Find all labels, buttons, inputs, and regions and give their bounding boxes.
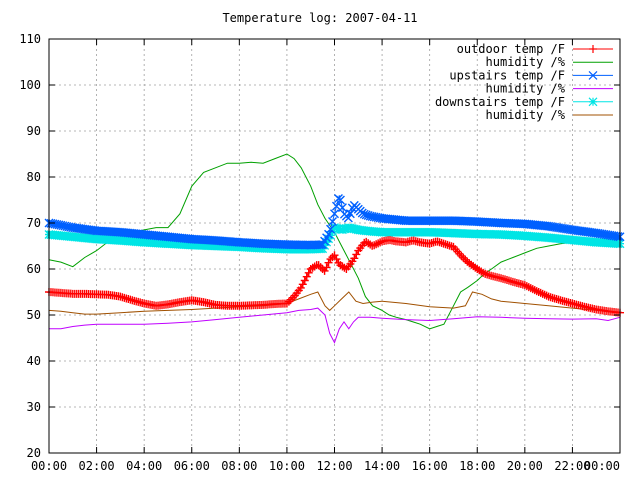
- x-tick-label: 08:00: [221, 459, 257, 473]
- series-line: [48, 153, 621, 330]
- legend-label: downstairs temp /F: [435, 95, 565, 109]
- y-tick-label: 60: [27, 262, 41, 276]
- series-line: [49, 307, 621, 344]
- x-tick-label: 00:00: [31, 459, 67, 473]
- y-tick-label: 90: [27, 124, 41, 138]
- x-tick-label: 02:00: [79, 459, 115, 473]
- x-tick-label: 16:00: [412, 459, 448, 473]
- x-tick-label: 10:00: [269, 459, 305, 473]
- legend-label: humidity /%: [486, 82, 566, 96]
- legend-marker: [589, 45, 597, 53]
- y-tick-label: 70: [27, 216, 41, 230]
- legend-label: humidity /%: [486, 108, 566, 122]
- series-1: [48, 153, 621, 330]
- legend-label: outdoor temp /F: [457, 42, 565, 56]
- x-tick-label: 18:00: [459, 459, 495, 473]
- y-tick-label: 110: [19, 32, 41, 46]
- x-tick-label: 00:00: [584, 459, 620, 473]
- axis-ticks: 20 30 40 50 60 70 80 90 100 110 00:00 02:00 04:00 06:…: [19, 32, 621, 473]
- y-tick-label: 40: [27, 354, 41, 368]
- x-tick-label: 22:00: [554, 459, 590, 473]
- x-tick-label: 06:00: [174, 459, 210, 473]
- x-tick-label: 14:00: [364, 459, 400, 473]
- series-5: [48, 291, 621, 315]
- y-tick-label: 30: [27, 400, 41, 414]
- series-line: [48, 291, 621, 315]
- y-tick-label: 20: [27, 446, 41, 460]
- y-tick-label: 100: [19, 78, 41, 92]
- x-tick-label: 04:00: [126, 459, 162, 473]
- series-3: [49, 307, 621, 344]
- legend-marker: [588, 97, 598, 107]
- legend-label: humidity /%: [486, 55, 566, 69]
- x-tick-label: 12:00: [316, 459, 352, 473]
- x-tick-label: 20:00: [507, 459, 543, 473]
- legend-marker: [588, 70, 598, 80]
- series-4: [44, 223, 625, 254]
- legend-label: upstairs temp /F: [449, 68, 565, 82]
- y-tick-label: 50: [27, 308, 41, 322]
- chart-title: Temperature log: 2007-04-11: [222, 11, 417, 25]
- y-tick-label: 80: [27, 170, 41, 184]
